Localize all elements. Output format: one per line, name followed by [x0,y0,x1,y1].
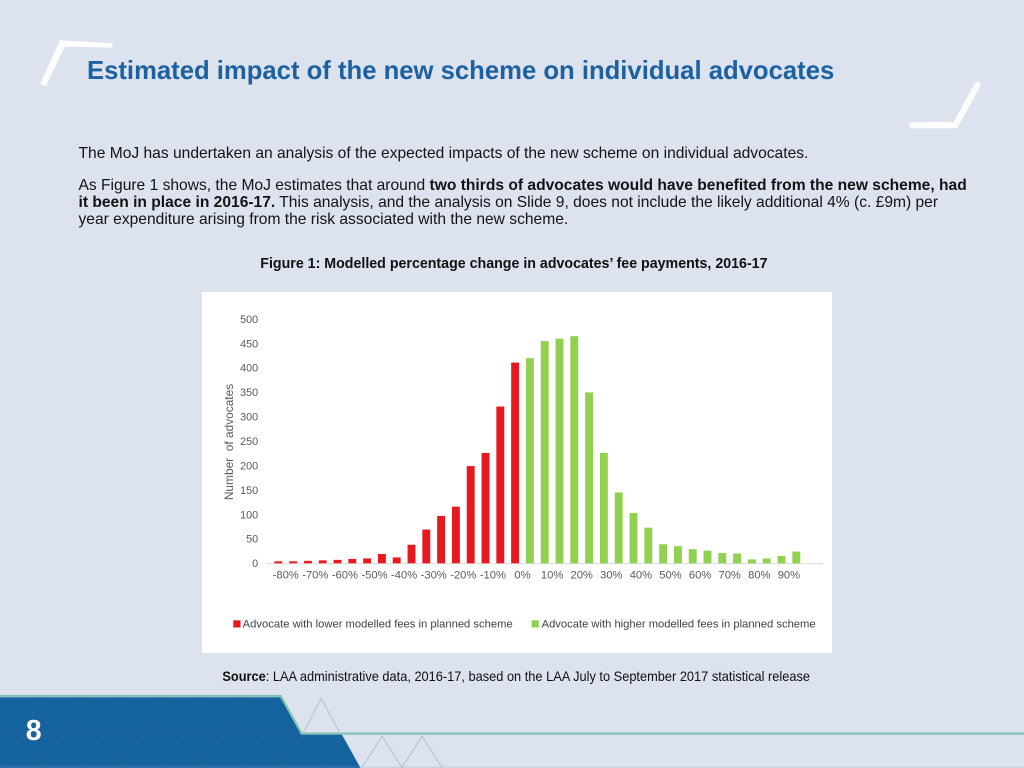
svg-text:-80%: -80% [273,570,299,582]
svg-text:50: 50 [246,534,258,546]
svg-text:Advocate with lower modelled f: Advocate with lower modelled fees in pla… [243,619,513,631]
svg-text:-50%: -50% [361,570,387,582]
svg-text:Advocate with higher modelled: Advocate with higher modelled fees in pl… [542,619,816,631]
svg-text:300: 300 [240,412,258,424]
svg-text:150: 150 [240,485,258,497]
svg-text:Number of advocates: Number of advocates [222,384,236,500]
svg-text:80%: 80% [748,570,770,582]
svg-text:500: 500 [240,314,258,326]
svg-text:40%: 40% [630,570,652,582]
svg-text:30%: 30% [600,570,622,582]
svg-text:50%: 50% [659,570,681,582]
svg-text:-60%: -60% [332,570,358,582]
svg-text:-40%: -40% [391,570,417,582]
svg-text:-70%: -70% [302,570,328,582]
svg-text:60%: 60% [689,570,711,582]
svg-text:400: 400 [240,363,258,375]
svg-text:20%: 20% [570,570,592,582]
svg-text:90%: 90% [778,570,800,582]
svg-text:0%: 0% [514,570,530,582]
svg-text:70%: 70% [718,570,740,582]
svg-text:-20%: -20% [450,570,476,582]
svg-text:450: 450 [240,338,258,350]
svg-text:200: 200 [240,460,258,472]
svg-text:0: 0 [252,558,258,570]
svg-text:100: 100 [240,509,258,521]
svg-text:350: 350 [240,387,258,399]
svg-text:10%: 10% [541,570,563,582]
svg-text:-10%: -10% [480,570,506,582]
svg-text:250: 250 [240,436,258,448]
svg-text:-30%: -30% [421,570,447,582]
